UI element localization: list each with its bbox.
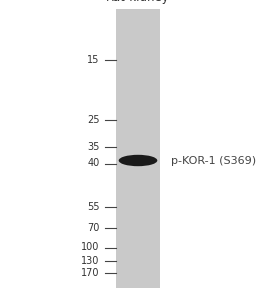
Text: p-KOR-1 (S369): p-KOR-1 (S369) xyxy=(171,155,256,166)
Text: 40: 40 xyxy=(87,158,99,169)
Text: 100: 100 xyxy=(81,242,99,253)
Text: 25: 25 xyxy=(87,115,99,125)
Text: 15: 15 xyxy=(87,55,99,65)
Text: 130: 130 xyxy=(81,256,99,266)
Text: Rat-kidney: Rat-kidney xyxy=(106,0,170,4)
Ellipse shape xyxy=(119,155,157,166)
FancyBboxPatch shape xyxy=(116,9,160,288)
Text: 170: 170 xyxy=(81,268,99,278)
Text: 55: 55 xyxy=(87,202,99,212)
Text: 35: 35 xyxy=(87,142,99,152)
Text: 70: 70 xyxy=(87,223,99,233)
